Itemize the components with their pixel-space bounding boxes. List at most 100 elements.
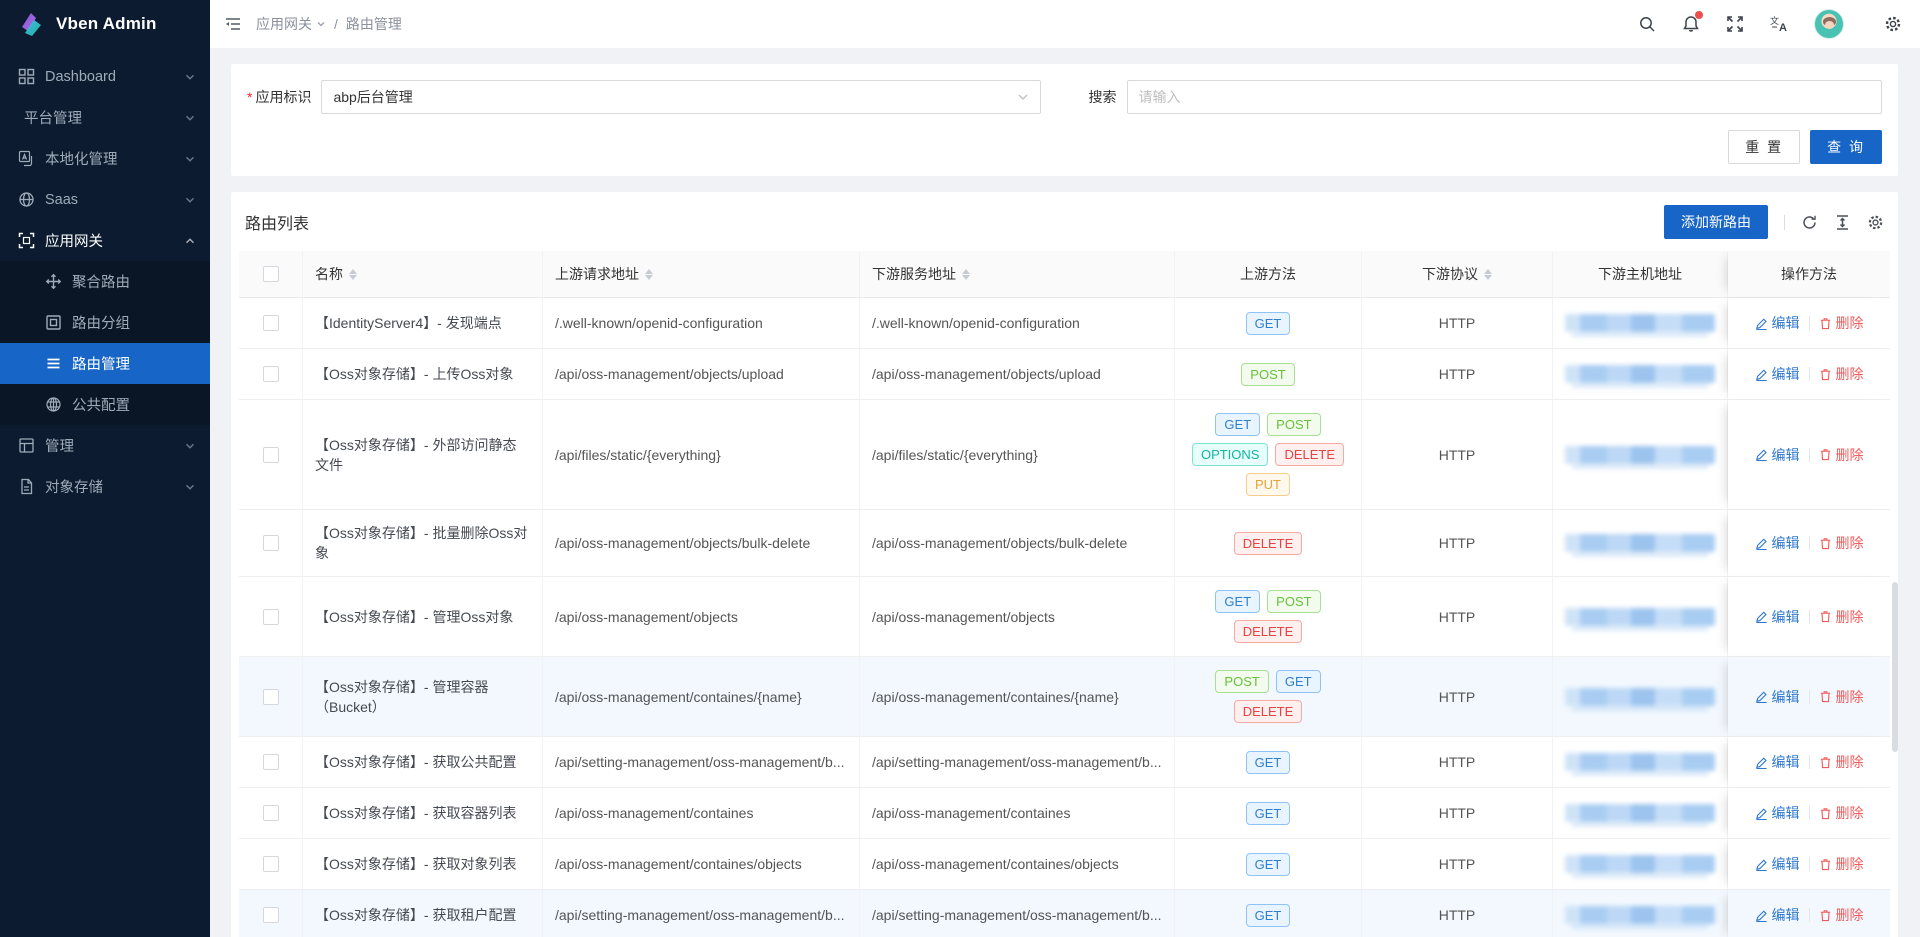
downstream-host-cell bbox=[1553, 657, 1728, 736]
downstream-path-cell: /api/oss-management/objects bbox=[860, 577, 1175, 656]
column-label: 下游服务地址 bbox=[872, 266, 956, 282]
chevron-up-icon bbox=[184, 235, 196, 247]
menu-fold-icon[interactable] bbox=[224, 15, 242, 33]
sidebar-submenu: 聚合路由 路由分组 路由管理 公共配置 bbox=[0, 261, 210, 425]
row-checkbox[interactable] bbox=[262, 446, 279, 463]
query-button[interactable]: 查 询 bbox=[1810, 130, 1882, 164]
row-height-icon[interactable] bbox=[1834, 214, 1851, 231]
sidebar-subitem-公共配置[interactable]: 公共配置 bbox=[0, 384, 210, 425]
notification-bell-icon[interactable] bbox=[1682, 11, 1703, 33]
edit-button[interactable]: 编辑 bbox=[1755, 854, 1800, 874]
column-header-下游服务地址[interactable]: 下游服务地址 bbox=[860, 251, 1175, 297]
row-checkbox-cell bbox=[239, 510, 303, 576]
edit-button[interactable]: 编辑 bbox=[1755, 752, 1800, 772]
row-checkbox[interactable] bbox=[262, 907, 279, 923]
delete-button[interactable]: 删除 bbox=[1819, 752, 1864, 772]
search-icon[interactable] bbox=[1638, 15, 1656, 33]
delete-button[interactable]: 删除 bbox=[1819, 854, 1864, 874]
delete-button[interactable]: 删除 bbox=[1819, 364, 1864, 384]
downstream-protocol-cell: HTTP bbox=[1362, 890, 1553, 937]
settings-gear-icon[interactable] bbox=[1884, 15, 1902, 33]
protocol-value: HTTP bbox=[1438, 608, 1476, 625]
downstream-host-cell bbox=[1553, 788, 1728, 838]
sort-icon[interactable] bbox=[349, 268, 357, 280]
route-name-cell: 【Oss对象存储】- 管理容器（Bucket） bbox=[303, 657, 543, 736]
user-avatar[interactable] bbox=[1814, 9, 1844, 39]
sidebar-item-应用网关[interactable]: 应用网关 bbox=[0, 220, 210, 261]
sort-icon[interactable] bbox=[1484, 268, 1492, 280]
select-all-checkbox[interactable] bbox=[262, 266, 279, 282]
route-name-cell: 【Oss对象存储】- 批量删除Oss对象 bbox=[303, 510, 543, 576]
upstream-path-cell: /api/setting-management/oss-management/b… bbox=[543, 890, 860, 937]
row-checkbox[interactable] bbox=[262, 535, 279, 551]
edit-button[interactable]: 编辑 bbox=[1755, 607, 1800, 627]
edit-button[interactable]: 编辑 bbox=[1755, 364, 1800, 384]
protocol-value: HTTP bbox=[1438, 907, 1476, 923]
fullscreen-icon[interactable] bbox=[1726, 15, 1744, 33]
edit-button[interactable]: 编辑 bbox=[1755, 687, 1800, 707]
method-badge-GET: GET bbox=[1215, 413, 1261, 436]
row-checkbox[interactable] bbox=[262, 688, 279, 705]
method-badge-DELETE: DELETE bbox=[1233, 620, 1303, 643]
row-checkbox[interactable] bbox=[262, 805, 279, 821]
delete-button[interactable]: 删除 bbox=[1819, 445, 1864, 465]
sidebar-subitem-路由分组[interactable]: 路由分组 bbox=[0, 302, 210, 343]
row-checkbox[interactable] bbox=[262, 608, 279, 625]
chevron-down-icon bbox=[184, 153, 196, 165]
edit-button[interactable]: 编辑 bbox=[1755, 445, 1800, 465]
row-actions-cell: 编辑 删除 bbox=[1728, 788, 1890, 838]
row-checkbox[interactable] bbox=[262, 315, 279, 331]
column-header-名称[interactable]: 名称 bbox=[303, 251, 543, 297]
column-header-上游请求地址[interactable]: 上游请求地址 bbox=[543, 251, 860, 297]
sidebar-subitem-路由管理[interactable]: 路由管理 bbox=[0, 343, 210, 384]
delete-button[interactable]: 删除 bbox=[1819, 687, 1864, 707]
row-checkbox[interactable] bbox=[262, 366, 279, 382]
reset-button[interactable]: 重 置 bbox=[1728, 130, 1801, 164]
app-logo[interactable]: Vben Admin bbox=[0, 0, 210, 48]
protocol-value: HTTP bbox=[1438, 366, 1476, 382]
search-input[interactable] bbox=[1138, 89, 1870, 105]
upstream-path-cell: /api/oss-management/objects/bulk-delete bbox=[543, 510, 860, 576]
sidebar-item-管理[interactable]: 管理 bbox=[0, 425, 210, 466]
refresh-icon[interactable] bbox=[1801, 214, 1818, 231]
delete-button[interactable]: 删除 bbox=[1819, 803, 1864, 823]
column-label: 操作方法 bbox=[1781, 266, 1837, 282]
edit-button[interactable]: 编辑 bbox=[1755, 313, 1800, 333]
delete-button[interactable]: 删除 bbox=[1819, 607, 1864, 627]
sidebar-subitem-聚合路由[interactable]: 聚合路由 bbox=[0, 261, 210, 302]
edit-button[interactable]: 编辑 bbox=[1755, 905, 1800, 925]
vertical-scrollbar-thumb[interactable] bbox=[1892, 582, 1898, 752]
edit-button[interactable]: 编辑 bbox=[1755, 803, 1800, 823]
breadcrumb-root[interactable]: 应用网关 bbox=[256, 14, 326, 34]
sidebar-item-Dashboard[interactable]: Dashboard bbox=[0, 56, 210, 97]
sidebar-item-对象存储[interactable]: 对象存储 bbox=[0, 466, 210, 507]
column-settings-gear-icon[interactable] bbox=[1867, 214, 1884, 231]
column-header-下游协议[interactable]: 下游协议 bbox=[1362, 251, 1553, 297]
redacted-host-value bbox=[1565, 314, 1715, 332]
downstream-host-cell bbox=[1553, 510, 1728, 576]
sort-icon[interactable] bbox=[645, 268, 653, 280]
menu-item-label: 本地化管理 bbox=[45, 152, 118, 168]
delete-button[interactable]: 删除 bbox=[1819, 313, 1864, 333]
chevron-down-icon bbox=[1018, 94, 1027, 100]
sidebar-item-平台管理[interactable]: 平台管理 bbox=[0, 97, 210, 138]
row-checkbox[interactable] bbox=[262, 856, 279, 872]
sort-icon[interactable] bbox=[962, 268, 970, 280]
redacted-host-value bbox=[1565, 753, 1715, 771]
row-checkbox-cell bbox=[239, 737, 303, 787]
delete-button[interactable]: 删除 bbox=[1819, 905, 1864, 925]
add-route-button[interactable]: 添加新路由 bbox=[1664, 205, 1768, 239]
breadcrumb-current: 路由管理 bbox=[345, 16, 402, 32]
sidebar-item-Saas[interactable]: Saas bbox=[0, 179, 210, 220]
method-badge-GET: GET bbox=[1245, 852, 1291, 876]
row-checkbox[interactable] bbox=[262, 754, 279, 770]
app-key-select[interactable]: abp后台管理 bbox=[321, 80, 1041, 114]
sidebar-item-本地化管理[interactable]: 本地化管理 bbox=[0, 138, 210, 179]
delete-button[interactable]: 删除 bbox=[1819, 533, 1864, 553]
edit-button[interactable]: 编辑 bbox=[1755, 533, 1800, 553]
method-badge-DELETE: DELETE bbox=[1275, 443, 1345, 466]
protocol-value: HTTP bbox=[1438, 446, 1476, 463]
upstream-path-cell: /.well-known/openid-configuration bbox=[543, 298, 860, 348]
route-name-cell: 【Oss对象存储】- 获取容器列表 bbox=[303, 788, 543, 838]
